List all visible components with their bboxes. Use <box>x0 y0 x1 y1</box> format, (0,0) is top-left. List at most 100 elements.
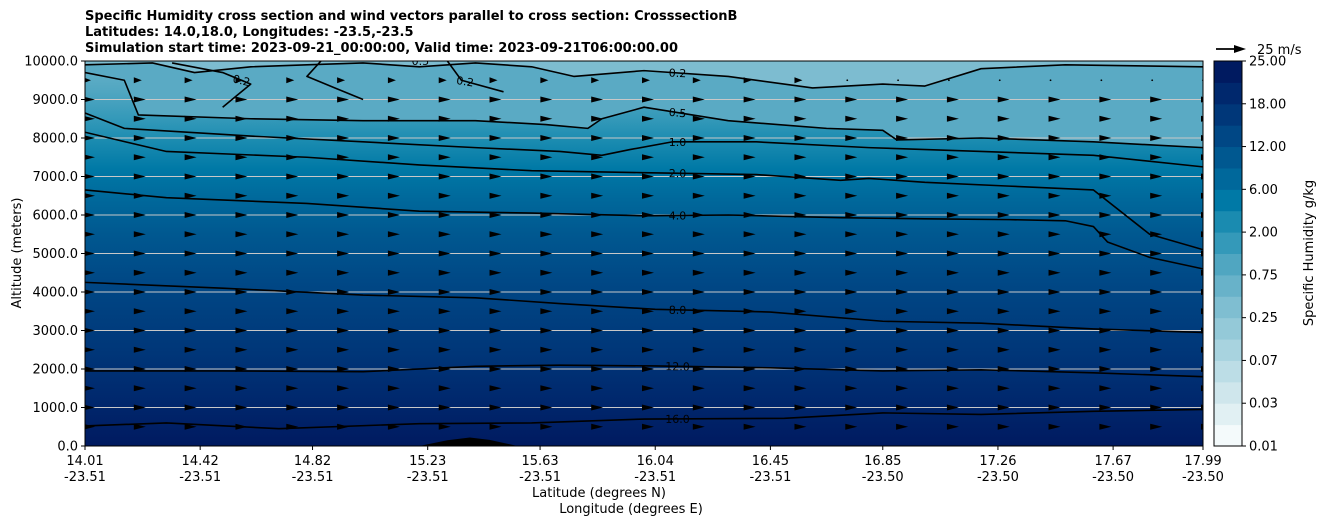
wind-arrow <box>489 327 502 334</box>
wind-arrow <box>794 385 807 392</box>
wind-arrow <box>1150 115 1163 122</box>
wind-arrow <box>1150 289 1163 295</box>
wind-arrow <box>1048 404 1061 411</box>
colorbar-band <box>1214 61 1242 83</box>
wind-arrow <box>896 269 909 276</box>
colorbar-tick-label: 6.00 <box>1249 183 1278 198</box>
wind-arrow <box>85 308 95 314</box>
x-tick-label-lat: 16.85 <box>864 454 901 469</box>
wind-arrow <box>540 404 553 411</box>
wind-arrow <box>591 308 604 315</box>
wind-arrow <box>85 212 95 218</box>
wind-arrow <box>85 385 95 391</box>
wind-arrow <box>1099 173 1112 180</box>
wind-arrow <box>286 289 299 295</box>
wind-arrow <box>845 115 858 122</box>
wind-arrow <box>997 231 1010 238</box>
wind-arrow <box>540 231 553 238</box>
y-axis: 0.0 1000.0 2000.0 3000.0 4000.0 5000.0 6000.0 7… <box>24 55 85 455</box>
wind-arrow <box>692 192 705 199</box>
wind-arrow <box>692 423 705 430</box>
wind-arrow <box>235 404 248 411</box>
wind-arrow <box>387 154 400 161</box>
quiver-key-arrow-head <box>1234 45 1246 53</box>
wind-arrow <box>387 308 400 315</box>
wind-arrow <box>438 327 451 334</box>
wind-arrow <box>133 289 146 295</box>
wind-arrow <box>1048 250 1061 257</box>
wind-arrow <box>337 192 350 199</box>
wind-arrow <box>794 154 807 161</box>
wind-arrow <box>896 135 909 141</box>
wind-arrow <box>794 404 807 411</box>
wind-arrow <box>286 423 299 430</box>
wind-arrow <box>743 269 756 276</box>
wind-arrow <box>794 135 807 141</box>
wind-arrow <box>1099 327 1112 334</box>
wind-arrow <box>387 289 400 295</box>
wind-arrow <box>85 328 95 333</box>
x-tick-label-lat: 15.23 <box>409 454 446 469</box>
contour-label: 2.0 <box>669 167 687 180</box>
wind-arrow <box>489 135 502 141</box>
wind-arrow <box>896 115 909 122</box>
x-tick-label-lon: -23.51 <box>519 470 561 485</box>
wind-arrow <box>286 96 299 103</box>
colorbar-band <box>1214 424 1242 447</box>
x-tick-label-lat: 14.82 <box>294 454 331 469</box>
wind-arrow <box>591 404 604 411</box>
wind-arrow <box>591 212 604 218</box>
wind-arrow <box>337 115 350 122</box>
wind-arrow <box>692 404 705 411</box>
wind-arrow <box>184 250 197 257</box>
wind-arrow <box>184 135 197 141</box>
wind-arrow <box>896 154 909 161</box>
wind-arrow <box>489 231 502 238</box>
wind-arrow <box>540 385 553 392</box>
wind-arrow <box>85 424 95 430</box>
wind-arrow <box>794 308 807 315</box>
wind-arrow <box>743 327 756 334</box>
wind-arrow <box>1048 192 1061 199</box>
wind-arrow <box>743 404 756 411</box>
wind-arrow <box>794 192 807 199</box>
colorbar-band <box>1214 253 1242 276</box>
wind-arrow <box>946 173 959 180</box>
wind-arrow <box>337 269 350 276</box>
quiver-key: 25 m/s <box>1216 43 1302 58</box>
y-tick-label: 3000.0 <box>33 324 79 339</box>
colorbar-band <box>1214 103 1242 126</box>
wind-arrow <box>896 173 909 180</box>
wind-arrow <box>133 115 146 122</box>
wind-arrow <box>896 250 909 257</box>
wind-arrow <box>85 78 91 83</box>
wind-arrow <box>438 154 451 161</box>
contour-line <box>85 112 1203 168</box>
wind-arrow <box>997 423 1010 430</box>
colorbar-tick-label: 0.07 <box>1249 354 1278 369</box>
wind-arrow <box>896 212 909 218</box>
wind-arrow <box>133 269 146 276</box>
wind-arrow <box>743 154 756 161</box>
colorbar-band <box>1214 232 1242 254</box>
wind-arrow <box>235 154 248 161</box>
wind-arrow <box>1099 404 1112 411</box>
wind-arrow <box>438 269 451 276</box>
wind-arrow <box>438 135 451 141</box>
wind-arrow <box>591 385 604 392</box>
wind-arrow <box>489 96 502 103</box>
wind-arrow <box>235 366 248 372</box>
wind-arrow <box>946 385 959 392</box>
wind-arrow <box>85 270 95 276</box>
wind-arrow <box>85 135 95 141</box>
wind-arrow <box>235 96 248 103</box>
wind-arrow <box>997 346 1010 353</box>
wind-arrow <box>692 115 705 122</box>
wind-arrow <box>235 250 248 257</box>
wind-arrow <box>438 366 451 372</box>
x-tick-label-lon: -23.50 <box>1092 470 1134 485</box>
wind-arrow <box>286 77 295 84</box>
wind-arrow <box>1099 423 1112 430</box>
wind-arrow <box>591 173 604 180</box>
x-tick-label-lon: -23.50 <box>1182 470 1224 485</box>
